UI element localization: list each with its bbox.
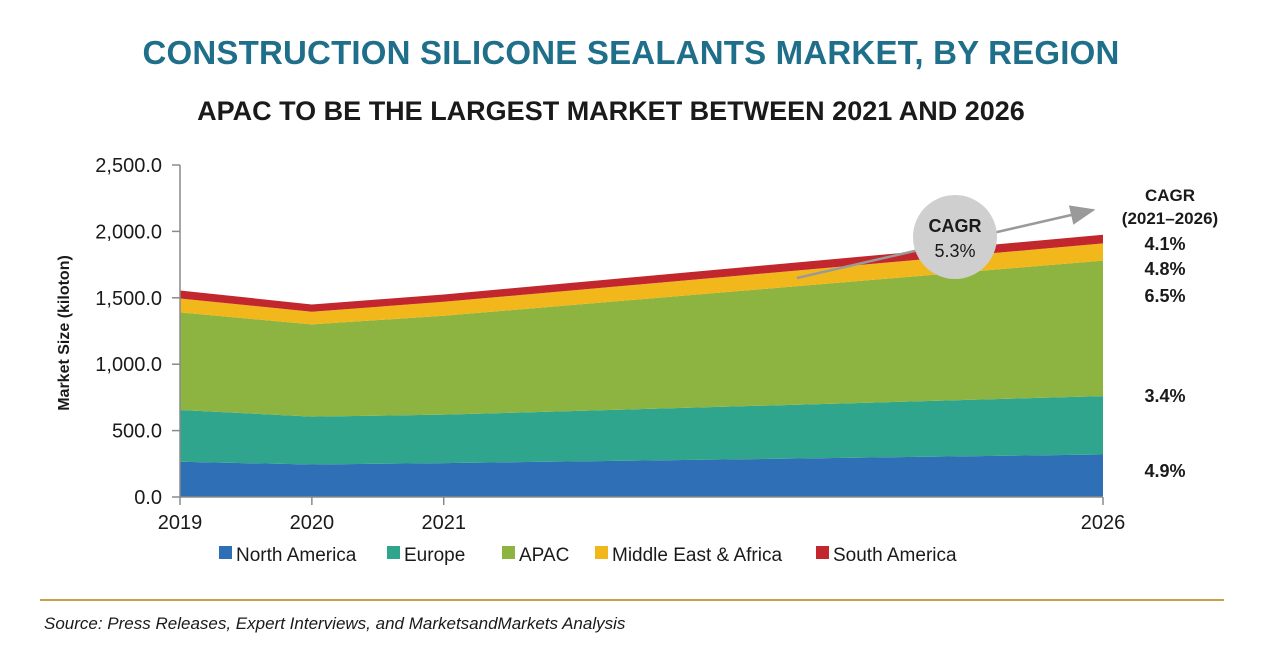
legend-swatch <box>387 546 400 559</box>
x-tick-label: 2020 <box>290 512 335 534</box>
legend: North America Europe APAC Middle East & Afr… <box>219 545 957 566</box>
series-cagr-label: 3.4% <box>1144 386 1185 406</box>
x-tick-label: 2021 <box>421 512 466 534</box>
footer-divider <box>40 599 1224 601</box>
cagr-bubble-label: CAGR <box>929 216 982 236</box>
cagr-annotations: CAGR 5.3% CAGR (2021–2026) 4.9% 3.4% 6.5% 4.8% 4… <box>796 186 1218 481</box>
legend-label: South America <box>833 545 957 566</box>
legend-swatch <box>816 546 829 559</box>
y-axis-label: Market Size (kiloton) <box>56 255 73 411</box>
series-cagr-label: 4.8% <box>1144 259 1185 279</box>
area-europe <box>180 396 1103 465</box>
y-tick-label: 500.0 <box>112 421 162 443</box>
chart-subtitle: APAC TO BE THE LARGEST MARKET BETWEEN 20… <box>197 96 1025 126</box>
series-cagr-label: 6.5% <box>1144 286 1185 306</box>
legend-label: Middle East & Africa <box>612 545 782 566</box>
cagr-period: (2021–2026) <box>1122 209 1218 228</box>
legend-label: APAC <box>519 545 569 566</box>
legend-label: Europe <box>404 545 465 566</box>
area-south-america <box>180 234 1103 312</box>
y-tick-label: 0.0 <box>134 487 162 509</box>
y-tick-label: 1,000.0 <box>95 354 162 376</box>
series-cagr-label: 4.9% <box>1144 461 1185 481</box>
legend-label: North America <box>236 545 357 566</box>
stacked-area-chart: 0.0 500.0 1,000.0 1,500.0 2,000.0 2,500.0 2019… <box>56 155 1218 566</box>
legend-swatch <box>219 546 232 559</box>
chart-title: CONSTRUCTION SILICONE SEALANTS MARKET, B… <box>142 34 1120 71</box>
cagr-header: CAGR <box>1145 186 1195 205</box>
legend-swatch <box>595 546 608 559</box>
area-north-america <box>180 454 1103 497</box>
area-layers <box>180 234 1103 497</box>
x-tick-label: 2026 <box>1081 512 1126 534</box>
y-tick-label: 2,500.0 <box>95 155 162 177</box>
x-tick-label: 2019 <box>158 512 203 534</box>
area-middle-east-africa <box>180 243 1103 325</box>
cagr-bubble <box>913 195 997 279</box>
cagr-bubble-value: 5.3% <box>934 241 975 261</box>
area-apac <box>180 260 1103 417</box>
series-cagr-label: 4.1% <box>1144 234 1185 254</box>
y-tick-label: 2,000.0 <box>95 221 162 243</box>
source-note: Source: Press Releases, Expert Interview… <box>44 614 626 633</box>
axes: 0.0 500.0 1,000.0 1,500.0 2,000.0 2,500.0 2019… <box>56 155 1125 534</box>
legend-swatch <box>502 546 515 559</box>
y-tick-label: 1,500.0 <box>95 288 162 310</box>
